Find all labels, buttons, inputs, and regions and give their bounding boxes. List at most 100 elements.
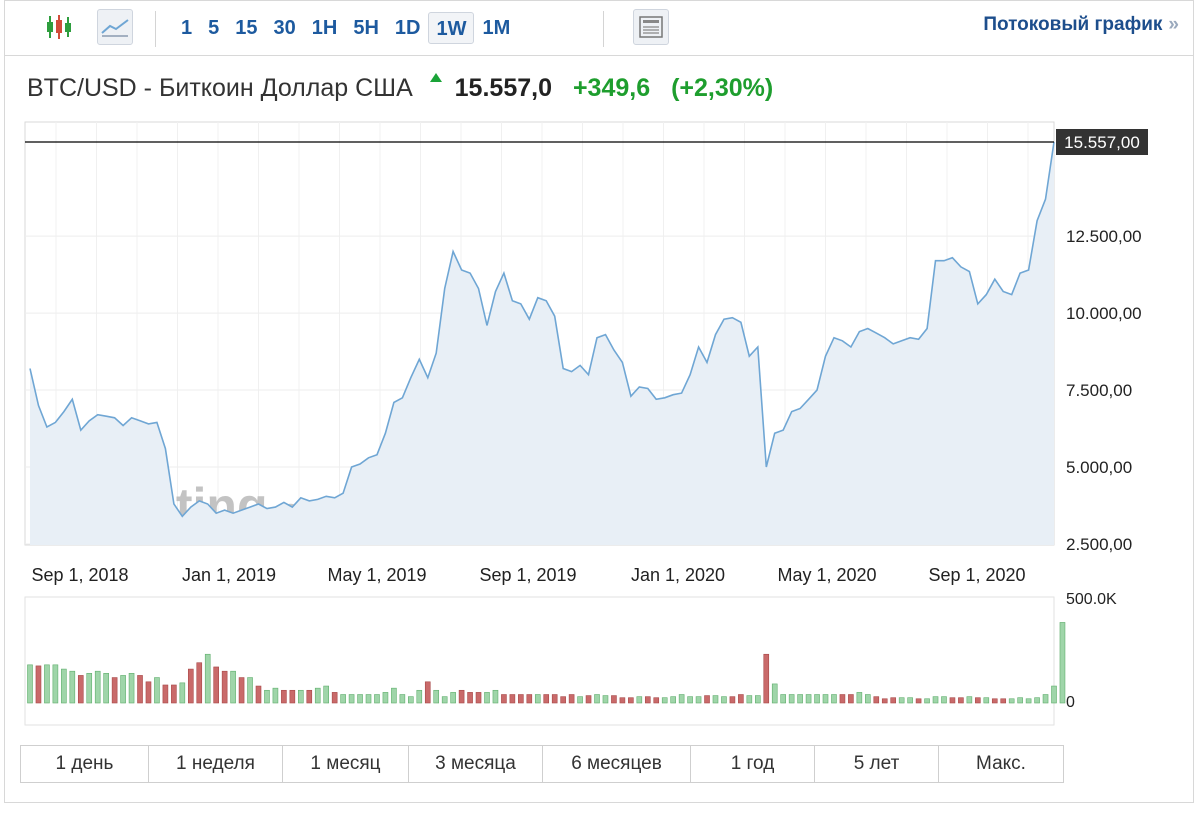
volume-bar	[611, 695, 617, 704]
x-tick-label: Jan 1, 2019	[182, 565, 276, 585]
range-1-month[interactable]: 1 месяц	[283, 746, 409, 782]
volume-bar	[314, 687, 321, 704]
x-tick-label: May 1, 2019	[327, 565, 426, 585]
volume-bar	[1017, 697, 1023, 704]
y-tick-label: 5.000,00	[1066, 458, 1132, 477]
volume-bar	[374, 694, 380, 704]
volume-bar	[230, 670, 236, 704]
volume-bar	[281, 689, 287, 704]
volume-bar	[86, 673, 93, 704]
volume-bar	[958, 697, 964, 704]
volume-bar	[1051, 685, 1057, 704]
volume-bar	[238, 677, 245, 704]
range-5-years[interactable]: 5 лет	[815, 746, 939, 782]
volume-bar	[839, 694, 846, 704]
interval-1d[interactable]: 1D	[394, 17, 421, 39]
interval-5h[interactable]: 5H	[353, 17, 379, 39]
price-chart: Investing.com15.557,002.500,005.000,007.…	[24, 121, 1148, 726]
range-6-months[interactable]: 6 месяцев	[543, 746, 691, 782]
volume-bar	[44, 664, 50, 704]
volume-bar	[1025, 698, 1032, 704]
volume-bar	[492, 689, 499, 704]
volume-bar	[738, 694, 744, 704]
volume-zero-label: 0	[1066, 694, 1075, 711]
volume-bar	[975, 697, 981, 704]
interval-1[interactable]: 1	[181, 17, 193, 39]
volume-bar	[35, 665, 42, 704]
volume-bar	[687, 696, 693, 704]
volume-bar	[1000, 698, 1007, 704]
volume-bar	[1034, 697, 1040, 704]
volume-bar	[103, 673, 109, 704]
volume-bar	[52, 664, 59, 704]
volume-bar	[331, 692, 338, 704]
y-tick-label: 10.000,00	[1066, 304, 1142, 323]
volume-bar	[391, 687, 397, 704]
y-tick-label: 7.500,00	[1066, 381, 1132, 400]
volume-bar	[704, 695, 710, 704]
line-chart-icon[interactable]	[97, 9, 133, 45]
volume-bar	[416, 689, 423, 704]
volume-bar	[289, 689, 296, 704]
interval-1m[interactable]: 1M	[482, 17, 511, 39]
range-1-week[interactable]: 1 неделя	[149, 746, 283, 782]
volume-bar	[204, 653, 211, 704]
volume-bar	[306, 689, 313, 704]
volume-bar	[94, 670, 101, 704]
volume-bar	[247, 677, 253, 704]
volume-bar	[865, 694, 871, 704]
volume-bar	[594, 694, 600, 704]
interval-30[interactable]: 30	[273, 17, 296, 39]
volume-bar	[424, 681, 431, 704]
volume-bar	[873, 696, 880, 704]
volume-bar	[822, 694, 829, 704]
volume-bar	[61, 668, 67, 704]
volume-bar	[1042, 694, 1049, 704]
range-1-day[interactable]: 1 день	[21, 746, 149, 782]
volume-bar	[721, 696, 727, 704]
volume-bar	[128, 673, 135, 704]
volume-bar	[543, 694, 550, 704]
volume-bar	[729, 696, 736, 704]
range-max[interactable]: Макс.	[976, 753, 1026, 774]
volume-bar	[221, 670, 228, 704]
price-line	[29, 141, 1055, 518]
volume-bar	[1059, 622, 1066, 704]
range-1-year[interactable]: 1 год	[691, 746, 815, 782]
interval-15[interactable]: 15	[235, 17, 258, 39]
streaming-chart-link[interactable]: Потоковый график»	[983, 14, 1179, 36]
volume-bar	[213, 666, 219, 704]
volume-bar	[907, 697, 913, 704]
volume-bar	[831, 694, 837, 704]
volume-bar	[348, 694, 355, 704]
volume-bar	[433, 689, 440, 704]
volume-bar	[568, 694, 575, 704]
volume-bar	[264, 689, 270, 704]
volume-bar	[399, 694, 406, 704]
interval-5[interactable]: 5	[208, 17, 220, 39]
volume-bar	[137, 675, 143, 704]
interval-1w[interactable]: 1W	[428, 12, 475, 44]
toolbar-divider	[603, 11, 604, 47]
volume-bar	[441, 696, 448, 704]
volume-bar	[162, 684, 169, 704]
toolbar-divider	[155, 11, 156, 47]
volume-bar	[797, 694, 803, 704]
volume-bar	[450, 692, 456, 704]
interval-1h[interactable]: 1H	[311, 17, 338, 39]
news-icon[interactable]	[633, 9, 669, 45]
volume-bar	[788, 694, 795, 704]
volume-bar	[272, 687, 279, 704]
candlestick-icon[interactable]	[41, 9, 77, 45]
volume-bar	[255, 685, 262, 704]
volume-bar	[915, 698, 922, 704]
range-3-months[interactable]: 3 месяца	[409, 746, 543, 782]
last-price-label: 15.557,00	[1064, 133, 1140, 152]
volume-bar	[154, 677, 160, 704]
chevron-right-icon: »	[1168, 14, 1179, 35]
volume-bar	[501, 694, 507, 704]
volume-bar	[644, 696, 651, 704]
volume-bar	[755, 695, 761, 704]
volume-bar	[467, 692, 473, 704]
x-tick-label: Jan 1, 2020	[631, 565, 725, 585]
